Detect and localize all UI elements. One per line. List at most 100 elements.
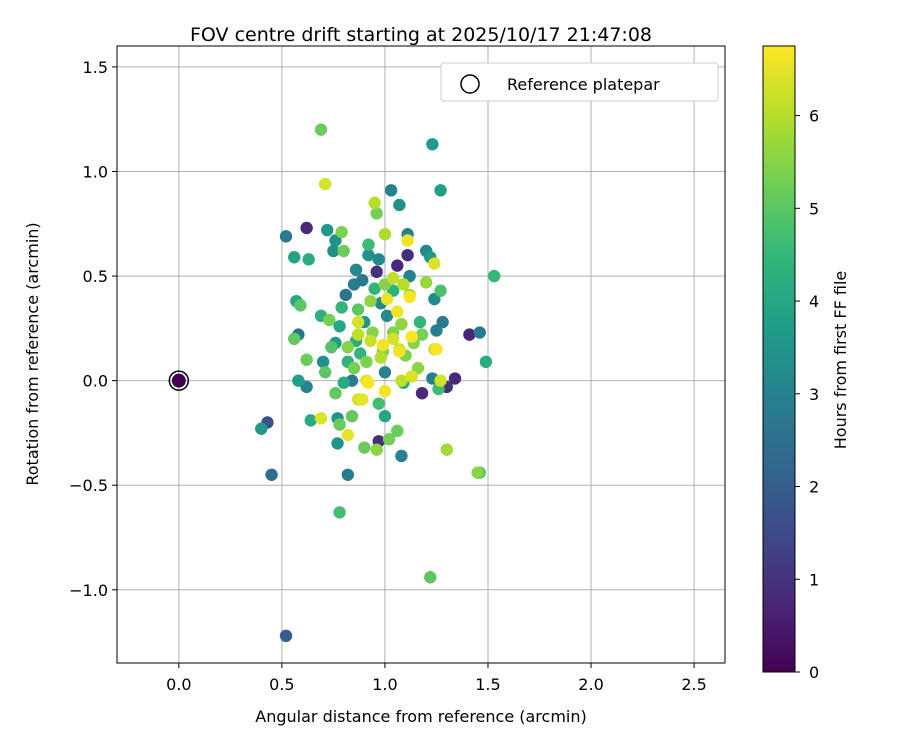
data-point — [362, 238, 375, 251]
x-tick-label: 2.5 — [681, 675, 706, 694]
data-point — [378, 384, 392, 398]
data-point — [362, 376, 375, 389]
x-tick-label: 0.0 — [166, 675, 191, 694]
data-point — [347, 361, 361, 375]
data-points — [255, 123, 501, 643]
data-point — [339, 288, 352, 302]
data-point — [364, 334, 377, 348]
data-point — [378, 228, 392, 241]
colorbar-label: Hours from first FF file — [831, 271, 850, 450]
x-axis-label: Angular distance from reference (arcmin) — [255, 707, 586, 726]
data-point — [393, 198, 406, 212]
colorbar-gradient — [762, 45, 796, 673]
data-point — [463, 328, 476, 341]
data-point — [397, 278, 410, 291]
data-point — [380, 309, 394, 323]
data-point — [403, 290, 416, 304]
data-point — [424, 571, 437, 584]
data-point — [395, 317, 408, 331]
data-point — [384, 184, 398, 197]
data-point — [364, 294, 377, 308]
chart-title: FOV centre drift starting at 2025/10/17 … — [190, 24, 652, 46]
plot-area — [117, 46, 725, 663]
colorbar-tick-label: 5 — [809, 199, 819, 218]
data-point — [368, 196, 381, 210]
legend-reference-marker — [460, 74, 480, 94]
data-point — [314, 412, 328, 425]
data-point — [370, 207, 383, 220]
data-point — [356, 274, 369, 287]
legend-box — [440, 62, 719, 102]
data-point — [380, 292, 394, 306]
data-point — [395, 449, 408, 463]
data-point — [323, 313, 336, 327]
data-point — [351, 315, 365, 329]
data-point — [333, 418, 346, 431]
legend: Reference platepar — [440, 62, 719, 102]
data-point — [329, 386, 342, 400]
data-point — [302, 253, 315, 266]
data-point — [337, 376, 350, 389]
data-point — [378, 410, 392, 423]
data-point — [333, 320, 346, 333]
data-point — [487, 269, 501, 283]
data-point — [434, 374, 447, 387]
data-point — [391, 305, 404, 318]
data-point — [391, 259, 404, 272]
x-axis-ticks: 0.0 0.5 1.0 1.5 2.0 2.5 — [166, 663, 707, 694]
data-point — [345, 410, 359, 423]
x-tick-label: 0.5 — [269, 675, 294, 694]
colorbar-tick-label: 3 — [809, 385, 819, 404]
data-point — [426, 138, 439, 151]
data-point — [372, 397, 385, 410]
data-point — [434, 284, 447, 297]
data-point — [341, 340, 355, 354]
data-point — [440, 443, 453, 456]
data-point — [351, 303, 365, 316]
data-point — [448, 372, 462, 385]
data-point — [335, 301, 348, 314]
colorbar-tick-label: 6 — [809, 107, 819, 126]
data-point — [318, 177, 332, 191]
data-point — [349, 263, 363, 276]
colorbar-tick-label: 4 — [809, 292, 819, 311]
data-point — [337, 244, 350, 258]
data-point — [401, 248, 414, 262]
data-point — [321, 223, 334, 237]
data-point — [341, 428, 355, 442]
data-point — [294, 299, 307, 312]
data-point — [318, 366, 332, 379]
reference-point — [171, 373, 186, 388]
colorbar-tick-label: 0 — [809, 663, 819, 682]
data-point — [331, 437, 344, 450]
reference-point-ring — [168, 370, 190, 391]
plot-frame — [116, 45, 726, 664]
data-point — [415, 328, 429, 341]
y-tick-label: 1.5 — [83, 58, 108, 77]
data-point — [325, 340, 338, 354]
data-point — [405, 370, 418, 383]
data-point — [376, 338, 390, 352]
y-axis-label: Rotation from reference (arcmin) — [23, 222, 42, 485]
y-axis-ticks: −1.0 −0.5 0.0 0.5 1.0 1.5 — [69, 58, 117, 600]
legend-entry-reference-platepar: Reference platepar — [507, 75, 660, 94]
data-point — [335, 225, 348, 239]
data-point — [419, 276, 433, 289]
data-point — [351, 328, 365, 341]
x-tick-label: 2.0 — [578, 675, 603, 694]
data-point — [436, 315, 449, 329]
data-point — [358, 441, 371, 454]
colorbar-tick-label: 2 — [809, 478, 819, 497]
data-point — [386, 332, 400, 346]
y-tick-label: 0.5 — [83, 267, 108, 286]
data-point — [391, 424, 404, 438]
data-point — [327, 244, 340, 258]
data-point — [368, 282, 381, 295]
data-point — [405, 330, 418, 343]
data-point — [300, 221, 313, 235]
colorbar-ticks: 0 1 2 3 4 5 6 — [795, 107, 819, 682]
data-point — [362, 248, 375, 262]
data-point — [300, 353, 313, 366]
data-point — [479, 355, 493, 369]
data-point — [360, 355, 373, 369]
